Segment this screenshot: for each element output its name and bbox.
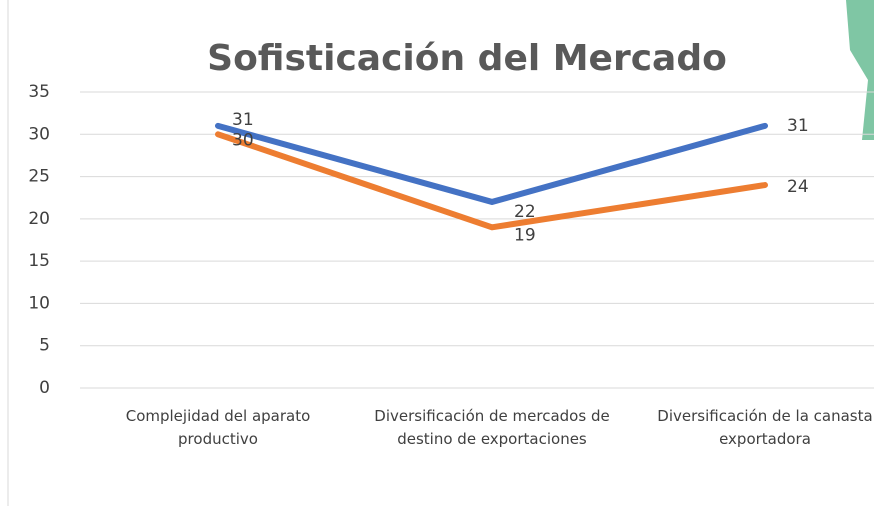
y-tick-label: 0	[39, 378, 50, 398]
y-tick-label: 5	[39, 336, 50, 356]
decoration	[846, 0, 874, 140]
data-label: 31	[232, 110, 254, 130]
x-tick-label: Diversificación de la canasta exportador…	[657, 407, 873, 448]
line	[215, 131, 768, 231]
data-label: 30	[232, 130, 254, 150]
data-label: 22	[514, 202, 536, 222]
x-tick-label: Diversificación de mercados de destino d…	[374, 407, 610, 448]
y-tick-label: 15	[28, 251, 50, 271]
chart-title: Sofisticación del Mercado	[207, 38, 727, 79]
data-label: 31	[787, 116, 809, 136]
y-tick-label: 10	[28, 293, 50, 313]
y-tick-label: 20	[28, 209, 50, 229]
y-tick-label: 25	[28, 167, 50, 187]
x-tick-label: Complejidad del aparato productivo	[125, 407, 311, 448]
y-tick-label: 35	[28, 82, 50, 102]
line	[215, 122, 768, 205]
data-label: 19	[514, 225, 536, 245]
y-tick-label: 30	[28, 124, 50, 144]
data-label: 24	[787, 177, 809, 197]
